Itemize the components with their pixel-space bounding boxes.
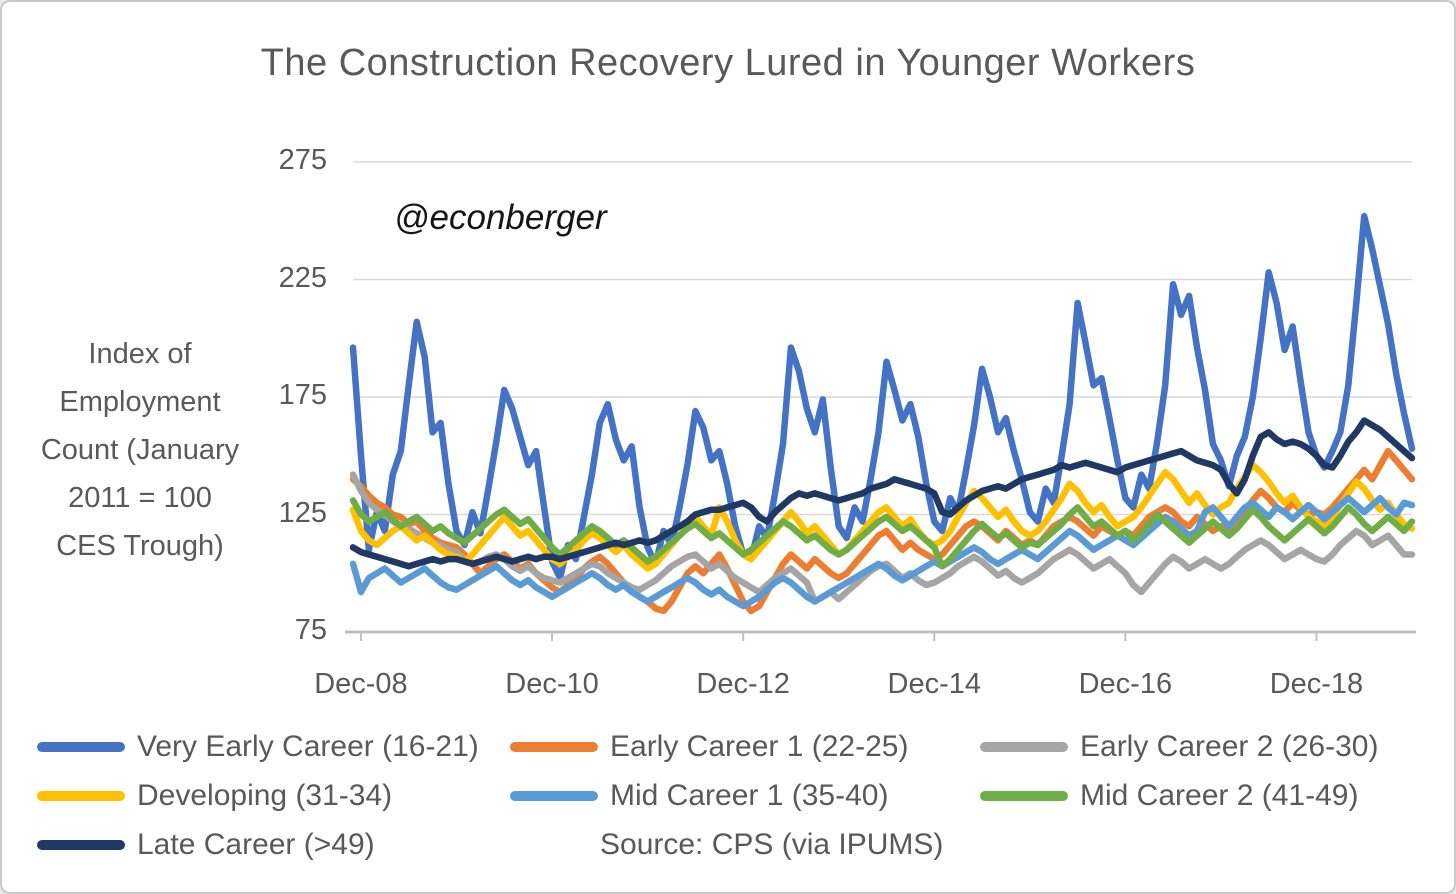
watermark-handle: @econberger <box>394 198 607 237</box>
y-axis-title-line: Count (January <box>40 434 240 466</box>
legend-swatch-mid-career-2 <box>980 791 1068 801</box>
legend-label: Early Career 1 (22-25) <box>610 730 909 763</box>
legend-label: Late Career (>49) <box>137 828 375 861</box>
y-axis-tick-label: 175 <box>278 379 327 411</box>
legend-item-mid-career-1: Mid Career 1 (35-40) <box>510 778 888 814</box>
y-axis-title-line: CES Trough) <box>56 530 224 562</box>
legend-swatch-developing <box>37 791 125 801</box>
series-line-mid-career-2-41-49 <box>349 497 1416 570</box>
legend-item-mid-career-2: Mid Career 2 (41-49) <box>980 778 1358 814</box>
series-line-mid-career-1-35-40 <box>349 494 1416 610</box>
legend-swatch-early-career-1 <box>510 742 598 752</box>
x-axis-tick-label: Dec-16 <box>1078 668 1173 700</box>
y-axis-title-line: 2011 = 100 <box>68 482 212 514</box>
legend-item-late-career: Late Career (>49) <box>37 827 375 863</box>
legend-swatch-late-career <box>37 840 125 850</box>
legend-swatch-very-early-career <box>37 742 125 752</box>
x-axis-tick-label: Dec-08 <box>314 668 408 700</box>
y-axis-tick-label: 275 <box>278 144 327 176</box>
legend-swatch-early-career-2 <box>980 742 1068 752</box>
legend-item-very-early-career: Very Early Career (16-21) <box>37 729 479 765</box>
y-axis-title-line: Index of <box>88 338 192 370</box>
legend-swatch-mid-career-1 <box>510 791 598 801</box>
series-line-late-career-49 <box>349 417 1416 570</box>
x-axis-tick-label: Dec-12 <box>696 668 790 700</box>
legend-item-early-career-2: Early Career 2 (26-30) <box>980 729 1378 765</box>
x-axis-tick-label: Dec-18 <box>1269 668 1364 700</box>
series-line-very-early-career-16-21 <box>349 212 1416 582</box>
legend-label: Very Early Career (16-21) <box>137 730 479 763</box>
y-axis-tick-label: 225 <box>278 261 327 294</box>
x-axis-tick-label: Dec-14 <box>887 668 982 700</box>
legend-item-developing: Developing (31-34) <box>37 778 392 814</box>
source-note: Source: CPS (via IPUMS) <box>600 828 944 861</box>
y-axis-tick-label: 125 <box>278 496 327 529</box>
x-axis-tick-label: Dec-10 <box>505 668 599 700</box>
chart-title: The Construction Recovery Lured in Young… <box>260 42 1196 84</box>
series-line-early-career-1-22-25 <box>349 447 1416 615</box>
legend-label: Early Career 2 (26-30) <box>1080 730 1379 763</box>
legend-label: Mid Career 2 (41-49) <box>1080 779 1359 812</box>
y-axis-title-line: Employment <box>59 386 221 418</box>
legend-item-early-career-1: Early Career 1 (22-25) <box>510 729 908 765</box>
legend-label: Mid Career 1 (35-40) <box>610 779 889 812</box>
legend-label: Developing (31-34) <box>137 779 393 812</box>
y-axis-tick-label: 75 <box>294 614 327 646</box>
y-axis-title: Index of Employment Count (January 2011 … <box>10 330 270 570</box>
